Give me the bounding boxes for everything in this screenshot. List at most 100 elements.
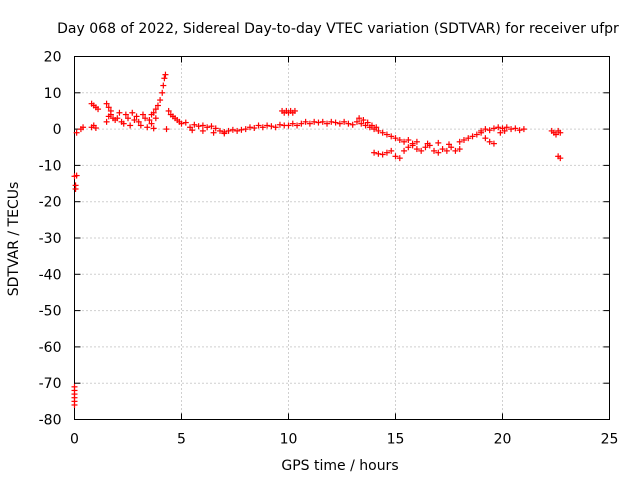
data-point <box>388 133 395 140</box>
data-point <box>122 111 129 118</box>
data-point <box>294 122 301 129</box>
data-point <box>159 89 166 96</box>
data-point <box>225 127 232 134</box>
data-point <box>129 109 136 116</box>
data-point <box>103 100 110 107</box>
data-point <box>353 118 360 125</box>
y-tick-label: 10 <box>44 86 62 102</box>
data-point <box>150 109 157 116</box>
data-point <box>553 131 559 138</box>
data-point <box>452 147 459 154</box>
data-point <box>162 71 169 78</box>
data-point <box>332 119 339 126</box>
data-point <box>246 124 253 131</box>
data-points <box>71 71 564 408</box>
gridlines <box>74 56 610 420</box>
y-tick-label: -60 <box>39 340 62 356</box>
data-point <box>189 127 196 134</box>
y-axis-label: SDTVAR / TECUs <box>6 182 22 297</box>
data-point <box>146 117 153 124</box>
x-axis: 0 5 10 15 20 25 <box>70 56 619 448</box>
data-point <box>135 118 142 125</box>
data-point <box>154 102 161 109</box>
data-point <box>495 124 502 131</box>
data-point <box>285 122 292 129</box>
y-tick-label: -50 <box>39 304 62 320</box>
data-point <box>431 147 438 154</box>
x-tick-label: 25 <box>601 432 619 448</box>
data-point <box>486 138 493 145</box>
data-point <box>212 125 219 132</box>
data-point <box>469 133 476 140</box>
data-point <box>291 107 298 114</box>
data-point <box>482 135 489 142</box>
x-tick-label: 0 <box>70 432 79 448</box>
data-point <box>251 125 258 132</box>
data-point <box>443 147 450 154</box>
data-point <box>446 141 452 148</box>
data-point <box>516 127 523 134</box>
data-point <box>368 122 375 129</box>
data-point <box>360 117 367 124</box>
data-point <box>73 129 80 136</box>
data-point <box>482 126 489 133</box>
data-point <box>142 115 149 122</box>
data-point <box>217 127 224 134</box>
data-point <box>133 113 140 120</box>
data-point <box>405 144 412 151</box>
chart-title: Day 068 of 2022, Sidereal Day-to-day VTE… <box>57 21 619 37</box>
data-point <box>195 123 202 130</box>
data-point <box>255 122 262 129</box>
x-axis-label: GPS time / hours <box>281 458 398 474</box>
data-point <box>80 124 87 131</box>
data-point <box>356 115 363 122</box>
data-point <box>148 120 155 127</box>
data-point <box>264 122 271 129</box>
data-point <box>405 136 412 143</box>
data-point <box>116 109 123 116</box>
data-point <box>508 126 515 133</box>
data-point <box>234 127 241 134</box>
data-point <box>229 126 236 133</box>
data-point <box>150 125 157 132</box>
data-point <box>383 131 390 138</box>
data-point <box>379 151 386 158</box>
data-point <box>341 118 348 125</box>
x-tick-label: 5 <box>177 432 186 448</box>
data-point <box>208 123 215 130</box>
data-point <box>306 120 313 127</box>
data-point <box>473 131 480 138</box>
data-point <box>401 138 408 145</box>
data-point <box>486 127 493 134</box>
data-point <box>268 123 275 130</box>
data-point <box>490 140 497 147</box>
y-tick-label: 0 <box>53 122 62 138</box>
data-point <box>144 124 151 131</box>
data-point <box>379 129 386 136</box>
data-point <box>520 126 527 133</box>
y-tick-label: -70 <box>39 376 62 392</box>
data-point <box>392 153 399 160</box>
data-point <box>95 106 102 113</box>
x-tick-label: 10 <box>280 432 298 448</box>
data-point <box>137 122 144 129</box>
data-point <box>178 120 185 127</box>
data-point <box>259 124 266 131</box>
data-point <box>199 127 206 134</box>
data-point <box>221 130 228 137</box>
y-axis: 20 10 0 -10 -20 -30 -40 -50 -60 -70 -80 <box>39 50 610 429</box>
y-tick-label: -20 <box>39 195 62 211</box>
data-point <box>182 119 189 126</box>
data-point <box>105 104 112 111</box>
data-point <box>103 118 110 125</box>
data-point <box>165 107 172 114</box>
data-point <box>396 136 403 143</box>
x-tick-label: 20 <box>494 432 512 448</box>
data-point <box>127 122 134 129</box>
data-point <box>512 125 519 132</box>
data-point <box>302 118 309 125</box>
data-point <box>460 136 467 143</box>
data-point <box>319 118 326 125</box>
data-point <box>71 401 78 408</box>
